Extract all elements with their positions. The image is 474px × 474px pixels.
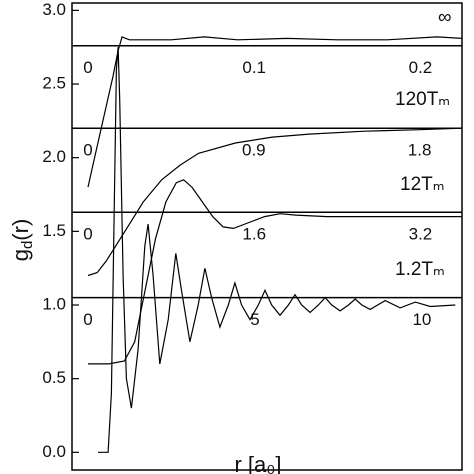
y-axis-label: gd(r)	[8, 219, 36, 262]
x-axis-label: r [a₀]	[234, 452, 281, 474]
y-label-main: g	[8, 249, 33, 261]
series-label: 1.2Tₘ	[395, 259, 445, 280]
x-tick-label: 0.9	[242, 141, 266, 160]
x-tick-label: 3.2	[409, 225, 433, 244]
y-label-rest: (r)	[8, 219, 33, 241]
y-tick-label: 2.5	[42, 74, 66, 93]
x-tick-label: 1.6	[242, 225, 266, 244]
y-label-sub: d	[19, 241, 36, 249]
x-tick-label: 0	[83, 225, 92, 244]
x-tick-label: 0	[83, 310, 92, 329]
x-tick-label: 0	[83, 141, 92, 160]
x-tick-label: 10	[412, 310, 431, 329]
x-tick-label: 1.8	[408, 141, 432, 160]
y-tick-label: 1.5	[42, 221, 66, 240]
x-tick-label: 5	[250, 310, 259, 329]
y-tick-label: 0.5	[42, 368, 66, 387]
series-label: 120Tₘ	[395, 89, 450, 110]
x-tick-label: 0.1	[242, 58, 266, 77]
x-tick-label: 0.2	[409, 58, 433, 77]
series-label: ∞	[438, 7, 452, 28]
y-tick-label: 3.0	[42, 0, 66, 19]
y-tick-label: 2.0	[42, 147, 66, 166]
curve	[87, 127, 463, 277]
x-tick-label: 0	[83, 58, 92, 77]
y-tick-label: 1.0	[42, 294, 66, 313]
series-label: 12Tₘ	[400, 174, 445, 195]
y-tick-label: 0.0	[42, 442, 66, 461]
curve	[98, 47, 456, 453]
plot-frame	[71, 2, 463, 471]
curve	[87, 36, 463, 188]
